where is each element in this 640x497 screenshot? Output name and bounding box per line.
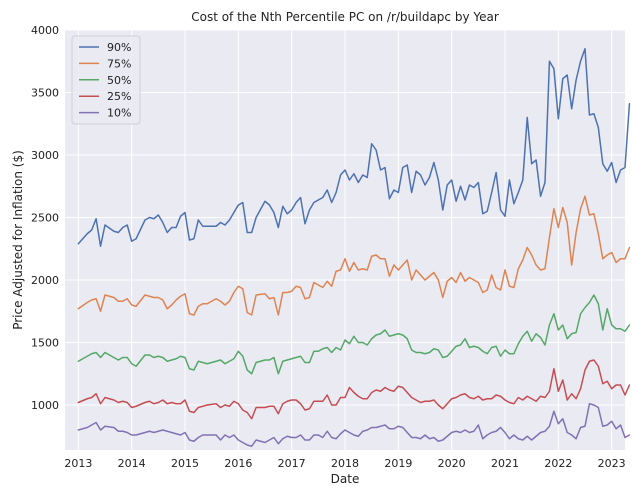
legend-label: 25%	[107, 90, 131, 103]
x-tick-label: 2021	[491, 457, 519, 470]
legend-label: 10%	[107, 107, 131, 120]
y-tick-label: 1500	[31, 337, 59, 350]
y-tick-label: 2500	[31, 212, 59, 225]
series-line-90pct	[77, 48, 631, 247]
x-axis-ticks: 2013 2014 2015 2016 2017 2018 2019 2020 2021 2022…	[64, 457, 625, 470]
y-tick-label: 4000	[31, 24, 59, 37]
series-line-75pct	[77, 195, 631, 316]
legend-label: 75%	[107, 57, 131, 70]
y-axis-label: Price Adjusted for Inflation ($)	[11, 150, 25, 330]
x-tick-label: 2013	[64, 457, 92, 470]
y-tick-label: 3000	[31, 149, 59, 162]
chart-title: Cost of the Nth Percentile PC on /r/buil…	[191, 10, 499, 24]
y-axis-ticks: 1000 1500 2000 2500 3000 3500 4000	[31, 24, 59, 412]
x-tick-label: 2020	[438, 457, 466, 470]
x-tick-label: 2022	[544, 457, 572, 470]
series-line-25pct	[77, 359, 631, 420]
y-tick-label: 2000	[31, 274, 59, 287]
series-lines	[77, 48, 631, 447]
x-tick-label: 2017	[278, 457, 306, 470]
legend: 90% 75% 50% 25% 10%	[71, 35, 141, 125]
x-tick-label: 2014	[118, 457, 146, 470]
x-tick-label: 2018	[331, 457, 359, 470]
x-tick-label: 2019	[384, 457, 412, 470]
x-tick-label: 2016	[224, 457, 252, 470]
y-tick-label: 3500	[31, 87, 59, 100]
series-line-50pct	[77, 294, 631, 375]
x-tick-label: 2015	[171, 457, 199, 470]
x-tick-label: 2023	[598, 457, 626, 470]
y-tick-label: 1000	[31, 399, 59, 412]
x-axis-label: Date	[331, 472, 360, 486]
series-line-10pct	[77, 403, 631, 447]
legend-label: 90%	[107, 41, 131, 54]
grid	[65, 29, 625, 450]
legend-box	[71, 35, 141, 125]
legend-label: 50%	[107, 74, 131, 87]
